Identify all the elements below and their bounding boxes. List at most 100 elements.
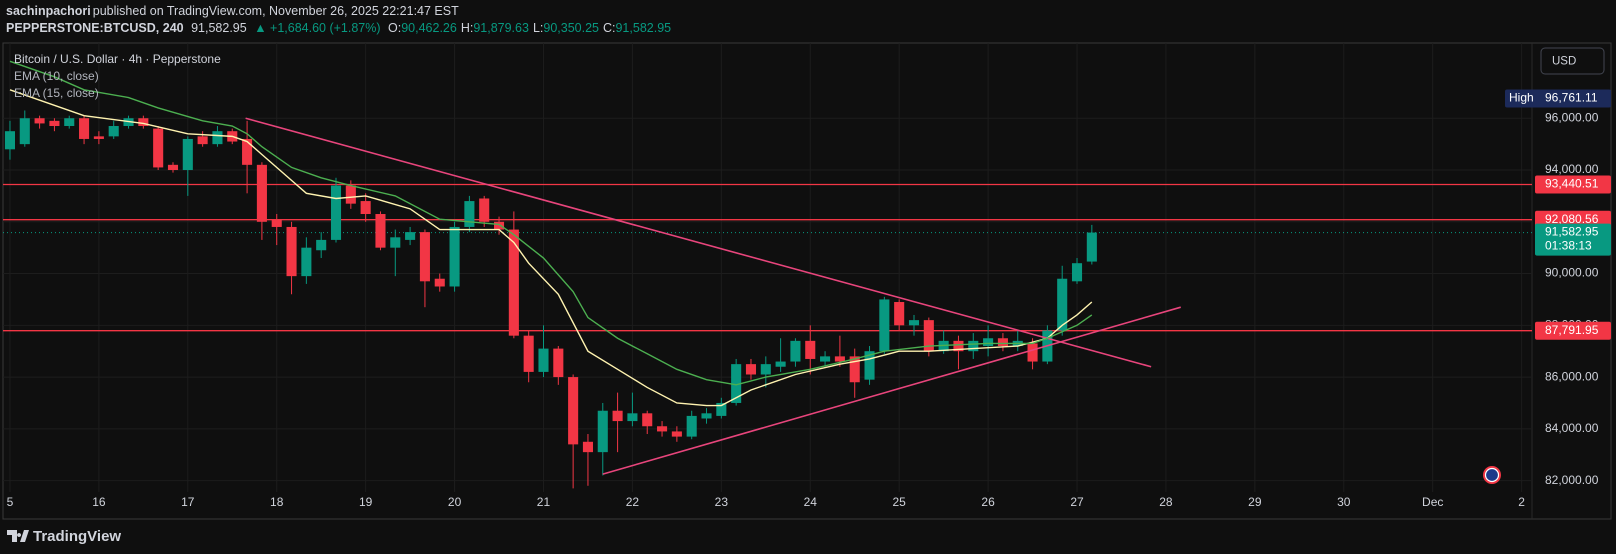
candle bbox=[479, 195, 490, 227]
x-tick-label: 20 bbox=[448, 495, 462, 509]
candle bbox=[405, 226, 416, 246]
candle-body bbox=[405, 232, 416, 240]
candle-body bbox=[4, 131, 16, 150]
candle bbox=[316, 232, 327, 259]
candle bbox=[894, 299, 905, 331]
x-tick-label: 16 bbox=[92, 495, 106, 509]
brand-logo[interactable]: TradingView bbox=[7, 528, 121, 545]
candle-body bbox=[805, 340, 816, 359]
candle-body bbox=[1086, 232, 1097, 262]
candle-body bbox=[582, 441, 593, 453]
candle bbox=[286, 221, 297, 295]
candle-body bbox=[493, 221, 505, 230]
y-tick-label: 86,000.00 bbox=[1545, 369, 1599, 383]
x-tick-label: 18 bbox=[270, 495, 284, 509]
currency-button[interactable] bbox=[1540, 47, 1605, 75]
countdown: 01:38:13 bbox=[1545, 239, 1592, 253]
brand[interactable]: TradingView bbox=[33, 528, 121, 545]
candle-body bbox=[449, 226, 460, 287]
candle-body bbox=[760, 364, 771, 375]
author[interactable]: sachinpachori bbox=[6, 4, 91, 18]
candle bbox=[983, 325, 994, 357]
candle-body bbox=[612, 410, 623, 422]
candle bbox=[4, 120, 16, 160]
candle bbox=[568, 374, 579, 489]
plot bbox=[4, 60, 1181, 489]
grid bbox=[3, 43, 1532, 492]
candle bbox=[1057, 265, 1068, 336]
candle-body bbox=[627, 413, 638, 422]
candle-body bbox=[864, 351, 875, 380]
level-label: 93,440.51 bbox=[1545, 177, 1599, 191]
ema-line bbox=[9, 60, 1093, 386]
ohlc-key: L: bbox=[532, 21, 544, 35]
ema-line bbox=[9, 89, 1093, 407]
overlay: 82,000.0084,000.0086,000.0088,000.0090,0… bbox=[7, 89, 1611, 509]
legend-entry[interactable]: EMA (15, close) bbox=[14, 86, 99, 100]
last-price-label: 91,582.95 bbox=[1545, 225, 1599, 239]
candle-body bbox=[64, 118, 75, 127]
x-tick-label: 25 bbox=[892, 495, 906, 509]
candle bbox=[997, 333, 1008, 352]
candle-body bbox=[1057, 278, 1068, 331]
candle-body bbox=[553, 348, 564, 378]
candle bbox=[805, 325, 816, 375]
x-tick-label: 19 bbox=[359, 495, 373, 509]
trendline bbox=[245, 117, 1152, 368]
candle-body bbox=[953, 340, 964, 352]
candle-body bbox=[775, 361, 786, 367]
candle bbox=[775, 338, 786, 372]
ohlc-key: O: bbox=[388, 21, 402, 35]
candle-body bbox=[968, 340, 979, 352]
candle-body bbox=[464, 201, 475, 227]
candle bbox=[745, 358, 757, 380]
candle bbox=[953, 335, 964, 370]
level-label: 92,080.56 bbox=[1545, 212, 1599, 226]
x-tick-label: 23 bbox=[715, 495, 729, 509]
high-tag bbox=[1505, 89, 1611, 108]
x-tick-label: 29 bbox=[1248, 495, 1262, 509]
candle-body bbox=[597, 410, 608, 453]
currency-label[interactable]: USD bbox=[1552, 56, 1576, 68]
candle bbox=[493, 216, 505, 235]
candle bbox=[212, 126, 223, 147]
legend-entry[interactable]: EMA (10, close) bbox=[14, 69, 99, 83]
ohlc-value: 90,462.26 bbox=[401, 21, 457, 35]
event-icon[interactable] bbox=[1484, 467, 1500, 483]
level-tag bbox=[1535, 321, 1611, 340]
ohlc-value: 91,582.95 bbox=[615, 21, 672, 35]
candle-body bbox=[197, 136, 208, 145]
candle-body bbox=[79, 118, 90, 139]
candle-body bbox=[212, 131, 223, 145]
candle bbox=[879, 296, 890, 354]
candle bbox=[19, 110, 30, 147]
candle-body bbox=[182, 138, 193, 171]
candle bbox=[701, 408, 712, 424]
logo-icon[interactable] bbox=[7, 530, 29, 542]
y-tick-label: 82,000.00 bbox=[1545, 473, 1599, 487]
candle-body bbox=[745, 364, 757, 375]
x-tick-label: 5 bbox=[7, 495, 14, 509]
change: ▲ +1,684.60 (+1.87%) bbox=[254, 21, 381, 35]
ohlc-value: 90,350.25 bbox=[543, 21, 599, 35]
candle bbox=[138, 115, 149, 129]
candle bbox=[182, 136, 193, 196]
candle bbox=[153, 126, 164, 171]
candle-body bbox=[93, 136, 104, 139]
candle bbox=[508, 211, 519, 339]
event-flag[interactable] bbox=[1483, 466, 1501, 484]
x-tick-label: 21 bbox=[537, 495, 551, 509]
candle bbox=[256, 162, 267, 240]
candle bbox=[390, 229, 401, 277]
candle-body bbox=[686, 415, 697, 437]
level-tag bbox=[1535, 175, 1611, 194]
candle bbox=[464, 195, 475, 233]
candle bbox=[79, 115, 90, 145]
candle bbox=[301, 237, 312, 284]
candle-body bbox=[419, 232, 430, 282]
candle bbox=[434, 273, 445, 292]
candle-body bbox=[1071, 263, 1083, 282]
candle bbox=[553, 346, 564, 385]
